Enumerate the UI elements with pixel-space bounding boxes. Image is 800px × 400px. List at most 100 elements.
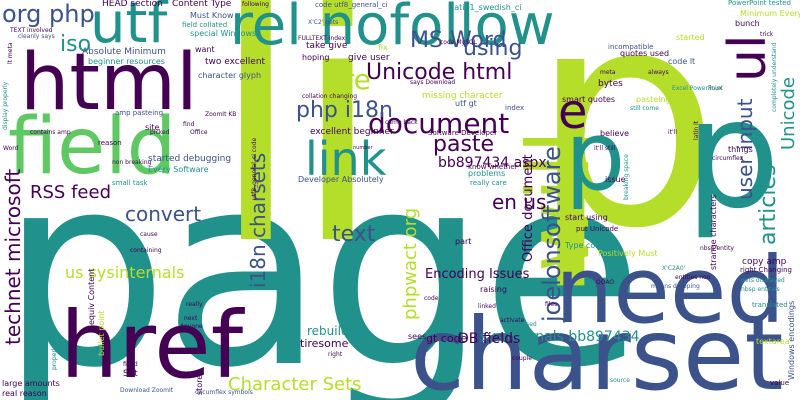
word-tiresome: tiresome xyxy=(300,337,349,350)
word-know-whether: know whether xyxy=(468,163,518,171)
word-latin1-swedish: latin1_swedish_ci xyxy=(452,3,522,12)
word-sees: sees xyxy=(408,332,427,341)
word-p-right: p xyxy=(685,68,781,242)
word-convert: convert xyxy=(125,202,202,226)
word-zoomit-kb: ZoomIt KB xyxy=(205,111,237,118)
word-page: page xyxy=(0,118,644,400)
word-encoding-issues: Encoding Issues xyxy=(425,267,530,282)
word-bytes: bytes xyxy=(598,79,623,89)
word-next: next xyxy=(184,315,198,322)
word-collation-changing: collation changing xyxy=(302,93,358,100)
word-utf8-general-ci-v: utf8_general_ci code xyxy=(251,137,258,200)
word-articles: articles xyxy=(756,164,781,245)
word-believe: believe xyxy=(600,129,630,138)
word-says-download: says Download xyxy=(410,79,456,86)
word-always: always xyxy=(648,69,669,76)
word-started: started xyxy=(676,33,705,42)
word-index: index xyxy=(505,104,525,112)
word-right: right xyxy=(328,351,343,358)
word-containing: containing xyxy=(130,247,162,254)
word-textarea: textarea xyxy=(756,337,790,346)
word-following: following xyxy=(242,1,269,8)
word-hoping: hoping xyxy=(302,53,330,62)
word-link: link xyxy=(305,132,387,186)
word-real-reason: real reason xyxy=(2,389,47,398)
word-problems: problems xyxy=(468,169,506,178)
word-couple: couple xyxy=(512,355,532,362)
word-joelonsoftware: joelonsoftware xyxy=(538,146,566,322)
word-sees-code: code xyxy=(424,295,439,302)
word-smart-quotes: smart quotes xyxy=(562,95,616,104)
word-start-using: start using xyxy=(565,213,608,222)
word-properly-even: properly even xyxy=(51,328,58,370)
word-latin1-lt: latin lt xyxy=(693,120,700,140)
word-small-task: small task xyxy=(112,179,148,187)
word-character-sets: Character Sets xyxy=(228,374,362,395)
word-value: value xyxy=(770,379,790,387)
word-sysinternals-bb897434: sysinternals bb897434 xyxy=(480,329,640,345)
word-field: field xyxy=(8,102,177,192)
word-linux: linux xyxy=(708,85,723,92)
word-it-ll-still: it'll still xyxy=(594,145,616,152)
word-things: things xyxy=(728,145,753,154)
word-minimum-every: Minimum Every xyxy=(740,9,800,18)
word-issue: issue xyxy=(605,175,626,184)
word-us-sysinternals: us sysinternals xyxy=(65,263,185,282)
word-two-excellent: two excellent xyxy=(205,57,266,67)
word-amp-pasteing: amp pasteing xyxy=(115,109,164,117)
word-href: href xyxy=(60,292,244,399)
word-quotes-used: quotes used xyxy=(620,49,670,58)
word-large-amounts: large amounts xyxy=(2,379,60,388)
word-must-know: Must Know xyxy=(190,11,234,20)
word-charset: charset xyxy=(410,296,784,400)
word-really-care: really care xyxy=(470,179,507,187)
word-rss-feed: RSS feed xyxy=(30,182,111,203)
word-html: html xyxy=(20,38,198,128)
word-nbsp-entity: nbsp entity xyxy=(700,245,734,252)
word-paste: paste xyxy=(433,132,495,157)
word-text: text xyxy=(332,222,376,247)
word-fix: fix xyxy=(378,43,388,52)
word-bb897434-aspx: bb897434 aspx xyxy=(438,155,547,171)
word-source: source xyxy=(610,377,630,384)
word-linked: linked xyxy=(478,303,496,310)
word-pre: pre xyxy=(325,63,371,96)
word-started-debugging: started debugging xyxy=(148,154,232,164)
word-missing-character: missing character xyxy=(422,91,503,101)
word-raising: raising xyxy=(480,285,507,294)
word-absolute-minimum: Absolute Minimum xyxy=(82,47,166,57)
word-utf-gt: utf gt xyxy=(455,99,477,108)
word-bunch: bunch xyxy=(735,19,760,28)
word-fixed: fixed xyxy=(123,361,138,368)
word-equiv-content: equiv Content xyxy=(87,268,96,325)
word-give-user: give user xyxy=(348,53,390,63)
word-iso: iso xyxy=(60,32,92,57)
word-gt-code: gt code xyxy=(426,332,468,345)
word-contains-amp: contains amp xyxy=(30,129,71,136)
word-special-windows: special Windows xyxy=(190,29,257,38)
word-nbsp-entities: nbsp entities xyxy=(741,286,780,293)
word-right-changing: right Changing xyxy=(740,266,792,274)
word-rel-nofollow: rel nofollow xyxy=(230,0,555,58)
word-x-c2a0: X'C2A0' xyxy=(662,265,686,272)
word-pasteing-ms: pasteing MS xyxy=(636,95,686,104)
word-code-lt: code lt xyxy=(668,57,696,66)
word-document: document xyxy=(368,107,510,140)
word-reason: reason xyxy=(98,139,122,147)
word-head-section: HEAD section xyxy=(102,0,163,9)
word-completely-understand: completely understand xyxy=(771,42,778,113)
word-it-ll: it'll xyxy=(668,129,678,136)
word-means-dropping: means dropping xyxy=(651,283,700,290)
word-translated: translated xyxy=(752,301,788,309)
word-circumflex-symbols: circumflex symbols xyxy=(195,389,253,396)
word-take-give: take give xyxy=(306,41,348,51)
word-display-properly: display properly xyxy=(2,81,9,130)
word-came-back: came back xyxy=(385,119,418,126)
word-e: e xyxy=(558,84,588,140)
word-copy-amp: copy amp xyxy=(742,257,787,267)
word-x-c2-gets: X'C2' gets xyxy=(308,19,339,26)
word-fulltext-index: FULLTEXT index xyxy=(298,35,346,42)
word-code-utf8: code utf8_general_ci xyxy=(315,1,388,9)
word-unicode-html: Unicode html xyxy=(366,60,513,85)
